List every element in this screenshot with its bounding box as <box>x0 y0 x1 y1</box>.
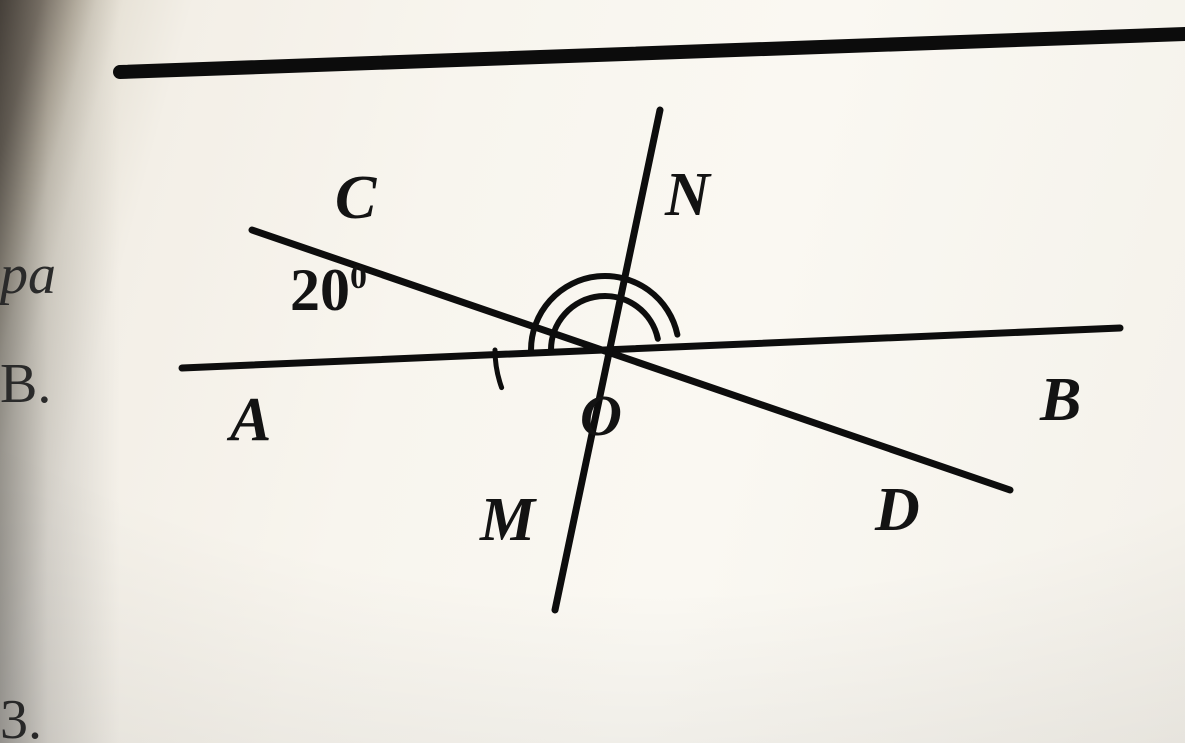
angle-label-20-deg: 0 <box>350 259 367 296</box>
angle-label-20: 200 <box>290 257 367 323</box>
angle-label-20-num: 20 <box>290 257 350 323</box>
diagram-svg: 200 A B C D M N O <box>0 0 1185 743</box>
label-c: C <box>335 164 377 232</box>
label-o: O <box>580 383 622 448</box>
page: ра В. 3. 200 A B C D M N O <box>0 0 1185 743</box>
label-a: A <box>226 386 271 454</box>
label-b: B <box>1039 366 1081 434</box>
label-n: N <box>664 161 712 229</box>
line-ab <box>182 328 1120 368</box>
top-rule <box>120 34 1185 72</box>
label-m: M <box>479 486 537 554</box>
label-d: D <box>874 476 920 544</box>
line-mn <box>555 110 660 610</box>
angle-arc-inner <box>551 296 658 350</box>
